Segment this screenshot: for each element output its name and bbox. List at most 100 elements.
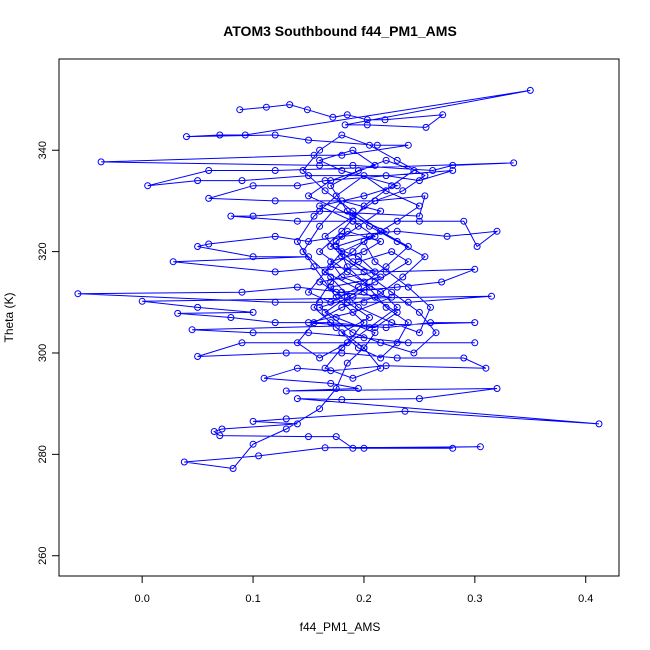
data-point [366, 324, 373, 332]
data-point [216, 131, 224, 139]
data-point [310, 212, 318, 220]
data-point [377, 207, 385, 215]
data-point [169, 258, 177, 266]
data-point [338, 167, 346, 174]
data-point [449, 161, 457, 169]
data-point [316, 207, 324, 215]
data-point [393, 227, 401, 235]
data-point [343, 298, 351, 306]
data-point [349, 329, 357, 337]
data-point [343, 293, 351, 301]
data-point [393, 354, 401, 362]
data-point [321, 308, 329, 316]
data-point [299, 248, 307, 256]
data-point [305, 136, 312, 144]
data-point [144, 182, 152, 190]
data-point [349, 308, 357, 316]
data-point [349, 212, 357, 220]
data-point [388, 248, 396, 256]
data-point [415, 329, 423, 337]
data-point [293, 395, 301, 403]
data-point [327, 273, 335, 281]
data-point [427, 303, 434, 311]
data-point [366, 222, 373, 230]
data-point [338, 349, 346, 357]
data-point [471, 319, 479, 327]
data-point [377, 364, 385, 372]
data-point [216, 432, 224, 440]
data-point [366, 141, 373, 149]
data-point [249, 212, 257, 220]
data-point [360, 288, 368, 296]
data-point [305, 288, 312, 296]
data-point [371, 278, 379, 286]
data-point [393, 303, 401, 311]
data-point [360, 278, 368, 286]
data-point [349, 146, 357, 154]
data-point [293, 217, 301, 225]
data-point [327, 298, 335, 306]
data-point [377, 227, 385, 235]
data-point [371, 161, 379, 169]
data-point [349, 374, 357, 382]
data-point [349, 217, 357, 225]
data-point [338, 329, 346, 337]
data-point [393, 238, 401, 245]
data-point [218, 425, 226, 433]
data-point [249, 440, 257, 448]
data-point [310, 319, 318, 327]
data-point [332, 293, 340, 301]
data-point [332, 243, 340, 250]
data-point [316, 248, 324, 256]
data-point [194, 353, 202, 360]
data-point [343, 111, 351, 119]
data-point [321, 187, 329, 195]
data-point [360, 202, 368, 210]
data-point [360, 268, 368, 276]
data-point [262, 103, 270, 111]
data-point [595, 420, 603, 428]
data-point [327, 177, 335, 185]
data-point [360, 298, 368, 306]
data-point [399, 273, 407, 281]
data-point [410, 167, 418, 174]
data-point [332, 192, 340, 200]
data-point [415, 308, 423, 316]
data-point [327, 379, 335, 387]
data-point [271, 167, 279, 174]
data-point [282, 425, 290, 433]
data-point [415, 395, 423, 403]
data-point [316, 161, 324, 169]
data-point [305, 238, 312, 245]
data-point [305, 433, 312, 441]
data-point [343, 339, 351, 347]
data-point [366, 314, 373, 321]
data-point [476, 443, 484, 451]
data-point [338, 303, 346, 311]
data-point [382, 268, 390, 276]
data-point [421, 192, 429, 200]
data-point [360, 238, 368, 245]
data-point [321, 444, 329, 452]
data-point [316, 222, 324, 230]
data-point [404, 243, 412, 250]
data-point [429, 167, 437, 174]
data-point [236, 106, 244, 114]
data-point [299, 167, 307, 174]
data-point [338, 151, 346, 159]
data-point [354, 167, 362, 174]
data-point [382, 172, 390, 180]
data-point [343, 268, 351, 276]
y-axis-label: Theta (K) [2, 292, 16, 342]
data-point [205, 240, 213, 248]
data-point [393, 156, 401, 164]
data-point [493, 385, 501, 392]
data-point [271, 319, 279, 327]
data-layer [74, 86, 603, 472]
data-point [286, 101, 294, 109]
data-point [316, 146, 324, 154]
data-point [227, 212, 235, 220]
data-point [249, 329, 257, 337]
data-point [404, 339, 412, 347]
data-point [360, 172, 368, 180]
